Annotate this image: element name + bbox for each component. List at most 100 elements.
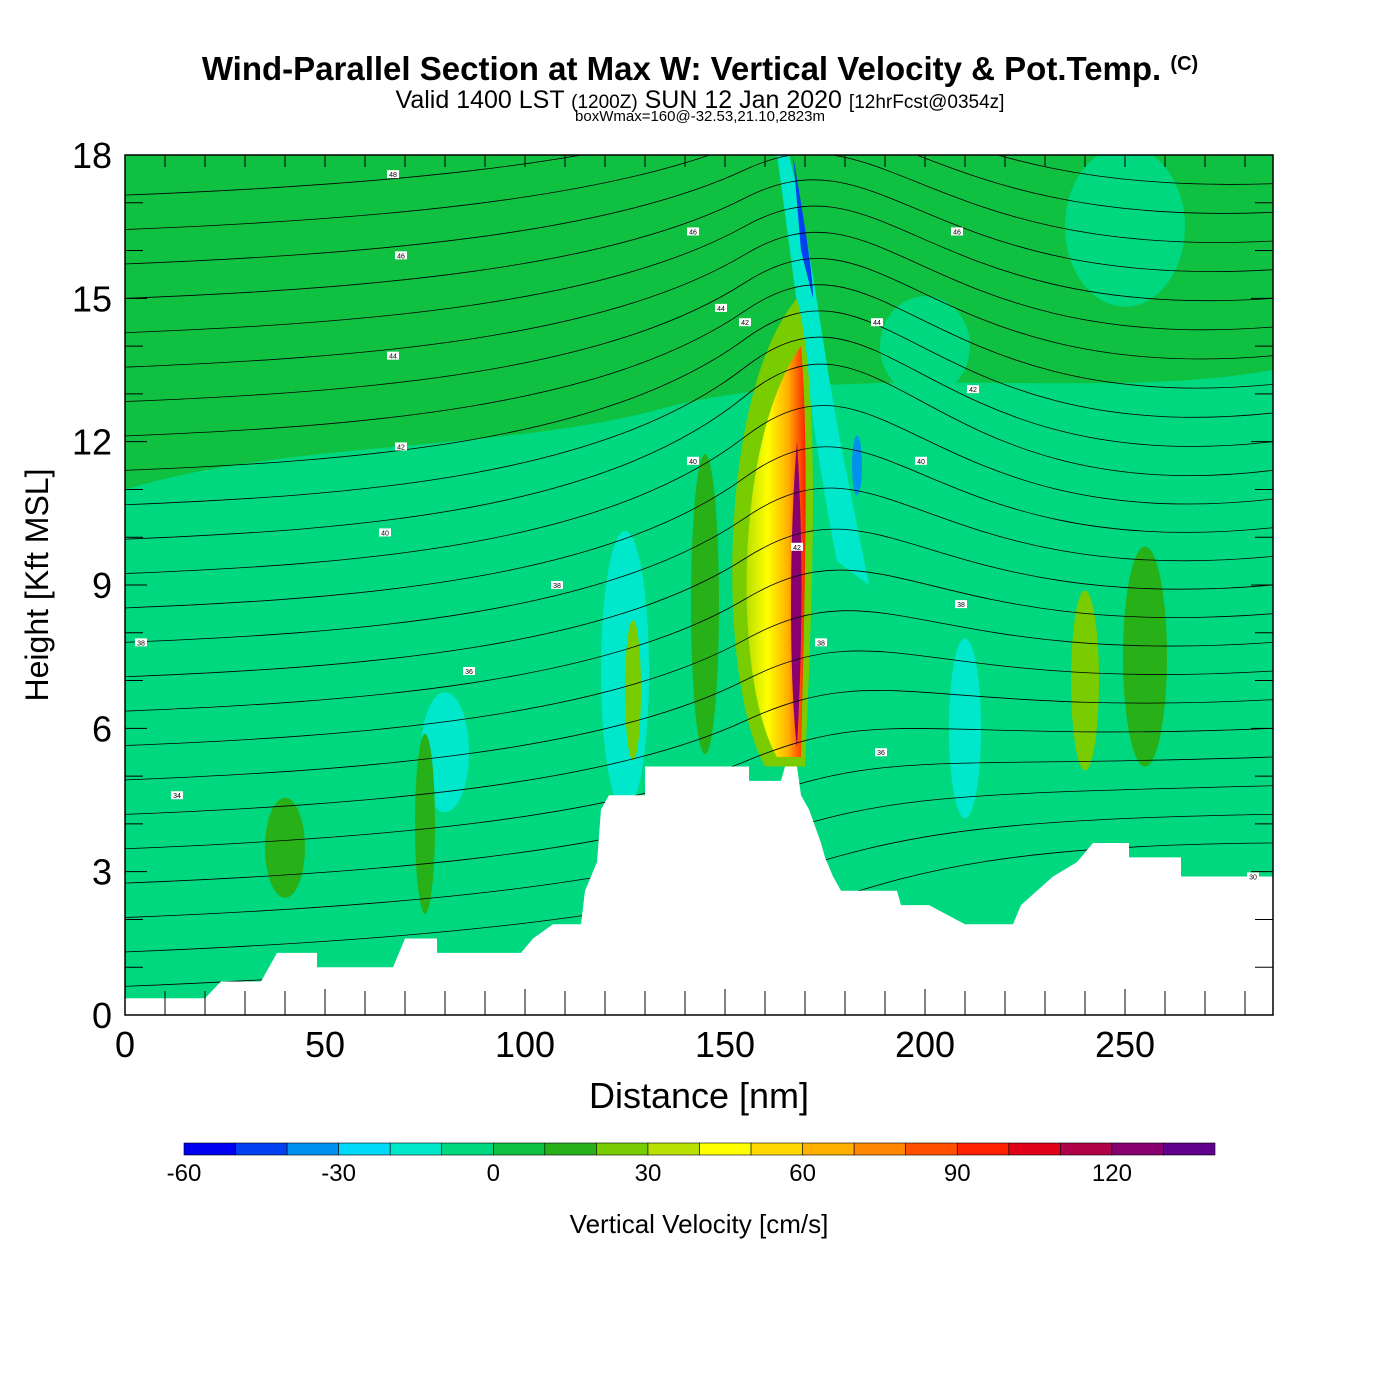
contour-label-text: 40: [381, 530, 389, 537]
colorbar-tick-label: 30: [635, 1160, 662, 1187]
pot-temp-contour: [125, 446, 1273, 609]
copyright-mark: (C): [1170, 53, 1199, 75]
ascent-lee-wave-2: [415, 733, 435, 914]
contour-label-box: [871, 318, 883, 327]
contour-label-box: [815, 638, 827, 647]
colorbar-tick-label: 120: [1092, 1160, 1132, 1187]
contour-label: 46: [951, 227, 963, 236]
contour-label-text: 36: [877, 750, 885, 757]
colorbar-swatch: [1060, 1142, 1113, 1156]
y-tick-label: 0: [92, 995, 112, 1036]
colorbar-tick-label: -60: [167, 1160, 202, 1187]
contour-label-text: 30: [1249, 874, 1257, 881]
descent-core-right: [949, 638, 981, 819]
colorbar-swatch: [750, 1142, 803, 1156]
downdraft-band: [777, 155, 869, 585]
x-axis-label: Distance [nm]: [589, 1075, 809, 1116]
contour-label: 40: [687, 456, 699, 466]
pot-temp-contour: [125, 363, 1273, 540]
contour-label-text: 48: [389, 172, 397, 179]
pot-temp-contour: [125, 336, 1273, 506]
updraft-core: [746, 346, 806, 757]
x-tick-label: 250: [1095, 1024, 1155, 1065]
contour-label-box: [739, 318, 751, 327]
contour-label-box: [915, 456, 927, 465]
contour-label-text: 46: [397, 253, 405, 260]
contour-label-text: 40: [917, 459, 925, 466]
subtitle-forecast: [12hrFcst@0354z]: [848, 92, 1005, 113]
contour-label: 48: [387, 170, 399, 179]
pot-temp-contour: [125, 284, 1273, 437]
colorbar-swatch: [905, 1142, 958, 1156]
colorbar-swatch: [286, 1142, 339, 1156]
x-tick-label: 50: [305, 1024, 345, 1065]
contour-label-box: [715, 303, 727, 312]
y-tick-label: 12: [72, 422, 112, 463]
chart-title-text: Wind-Parallel Section at Max W: Vertical…: [201, 50, 1162, 87]
x-tick-label: 150: [695, 1024, 755, 1065]
chart-subtitle: Valid 1400 LST (1200Z) SUN 12 Jan 2020 […: [0, 86, 1400, 115]
colorbar: -60 -30 0 30 60 90 120: [167, 1142, 1216, 1187]
contour-label-box: [379, 528, 391, 537]
colorbar-swatch: [956, 1142, 1010, 1156]
colorbar-swatch: [235, 1142, 288, 1156]
pot-temp-contour: [125, 179, 1273, 299]
colorbar-tick-label: 0: [487, 1160, 500, 1187]
contour-label-box: [395, 251, 407, 260]
y-tick-label: 15: [72, 278, 112, 319]
colorbar-swatch: [338, 1142, 391, 1156]
ascent-band-right: [1123, 546, 1167, 767]
contour-label-text: 42: [969, 387, 977, 394]
contour-label-box: [875, 748, 887, 757]
ascent-band-left: [691, 454, 719, 755]
vertical-velocity-field: [125, 155, 1273, 914]
pot-temp-contour: [125, 155, 1273, 265]
colorbar-label: Vertical Velocity [cm/s]: [570, 1209, 829, 1239]
pot-temp-contour: [125, 155, 1273, 196]
contour-label-box: [387, 170, 399, 179]
contour-label: 46: [395, 251, 407, 260]
box-max-info: boxWmax=160@-32.53,21.10,2823m: [575, 108, 825, 125]
contour-label: 44: [715, 303, 727, 313]
colorbar-swatch: [492, 1142, 546, 1156]
colorbar-swatch: [699, 1142, 752, 1156]
updraft-peak: [791, 441, 802, 748]
upper-weak-ascent-region: [125, 155, 1273, 490]
y-axis-label: Height [Kft MSL]: [19, 469, 55, 702]
pot-temp-contour: [125, 205, 1273, 334]
contour-label-box: [135, 638, 147, 647]
contour-label-text: 38: [553, 583, 561, 590]
pot-temp-contour: [125, 155, 1273, 230]
contour-label: 42: [967, 385, 979, 394]
pot-temp-contour: [125, 258, 1273, 402]
contour-label: 42: [395, 442, 407, 451]
downdraft-core: [793, 155, 813, 299]
colorbar-swatch: [647, 1142, 700, 1156]
contour-label: 42: [739, 318, 751, 327]
ascent-sliver-left: [625, 620, 641, 761]
contour-label: 30: [1247, 872, 1259, 881]
colorbar-tick-label: -30: [321, 1160, 356, 1187]
contour-label: 46: [687, 227, 699, 236]
subtitle-valid: Valid 1400 LST: [395, 86, 565, 114]
y-tick-label: 3: [92, 852, 112, 893]
contour-label-box: [463, 667, 475, 675]
contour-label-text: 42: [793, 545, 801, 552]
pot-temp-contour: [125, 405, 1273, 574]
contour-label: 38: [815, 638, 827, 647]
colorbar-swatch: [544, 1142, 597, 1156]
contour-label: 38: [955, 600, 967, 609]
contour-label-box: [387, 351, 399, 360]
ascent-lee-wave: [265, 797, 305, 898]
subtitle-date: SUN 12 Jan 2020: [644, 86, 842, 114]
contour-label-box: [687, 456, 699, 465]
contour-label-box: [955, 600, 967, 609]
pot-temp-contour: [125, 650, 1273, 781]
contour-label-text: 38: [817, 640, 825, 647]
contour-label: 38: [135, 638, 147, 647]
colorbar-tick-label: 60: [789, 1160, 816, 1187]
colorbar-swatch: [1111, 1142, 1164, 1156]
ascent-core-right: [1071, 590, 1099, 771]
y-tick-label: 18: [72, 135, 112, 176]
terrain-mask: [125, 766, 1273, 1015]
